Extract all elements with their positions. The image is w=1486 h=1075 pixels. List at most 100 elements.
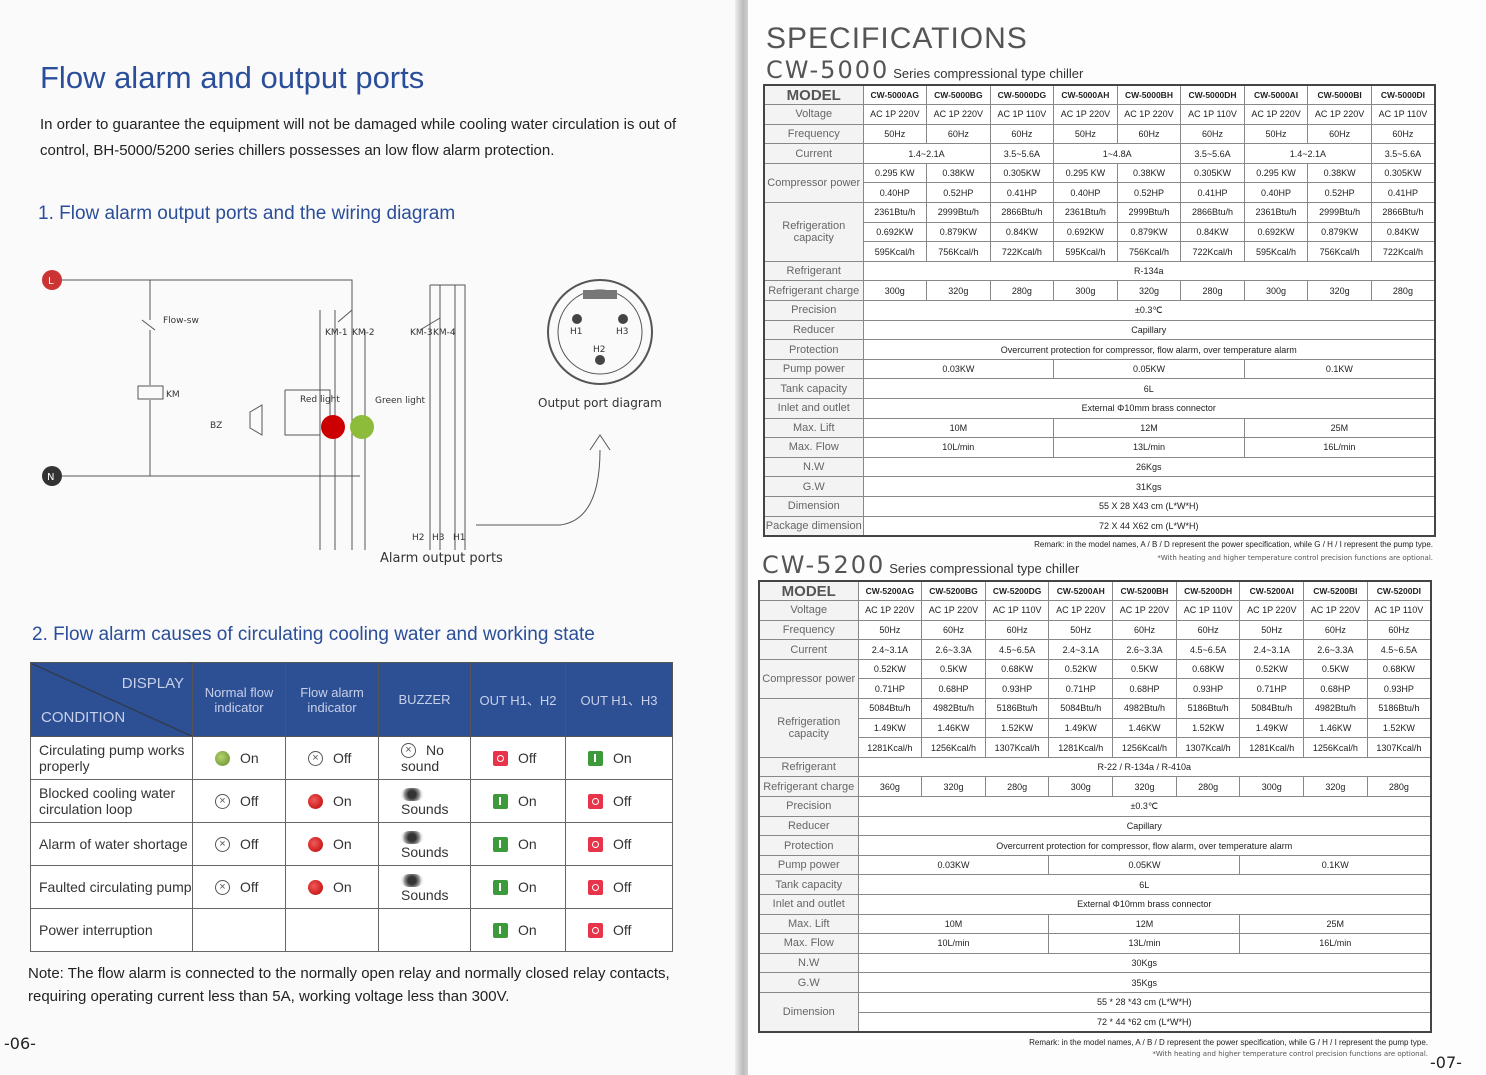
spec-value: 60Hz [1366,619,1432,641]
spec-value: 60Hz [1370,123,1436,145]
spec-value: 0.03KW [862,358,1055,380]
spec-row: Frequency 50Hz 60Hz 60Hz 50Hz 60Hz 60Hz 50Hz 60H… [758,619,1432,641]
spec-value: AC 1P 220V [1239,600,1305,621]
spec-value: Capillary [862,319,1436,341]
spec-row: Package dimension 72 X 44 X62 cm (L*W*H) [763,515,1436,537]
spec-value: 360g [857,776,923,798]
spec-value: 0.68KW [1366,658,1432,680]
diagram-label: H2 [593,345,606,355]
spec-row: Inlet and outlet External Φ10mm brass con… [758,894,1432,915]
left-page: Flow alarm and output ports In order to … [0,0,742,1075]
spec-row: Refrigerant charge 300g 320g 280g 300g 320g 28… [763,280,1436,302]
spec-value: 320g [1303,776,1368,798]
spec-value: 0.40HP [1053,182,1118,204]
state-cell: × No sound [378,736,471,780]
spec-value: 12M [1053,417,1245,439]
spec-value: Overcurrent protection for compressor, f… [862,339,1436,360]
spec-value: 320g [1112,776,1177,798]
spec-value: AC 1P 220V [862,104,928,125]
spec-value: 60Hz [989,123,1055,145]
spec-label: Max. Flow [758,933,859,954]
spec-value: 0.40HP [1243,182,1309,204]
cross-circle-icon: × [215,880,230,896]
out-on-icon [493,837,508,853]
model-header: CW-5000DH [1180,84,1245,106]
spec-label: Tank capacity [758,874,859,895]
state-cell: Sounds [378,779,471,823]
remark-note: *With heating and higher temperature con… [1152,1050,1428,1058]
spec-row: Current 2.4~3.1A 2.6~3.3A 4.5~6.5A 2.4~3.1A 2… [758,639,1432,660]
spec-value: 1256Kcal/h [1112,737,1177,758]
spec-value: 50Hz [1048,619,1114,641]
diagram-label: H3 [432,533,445,543]
empty-cell [285,908,379,952]
state-cell: Sounds [378,865,471,909]
state-cell: On [285,822,379,866]
spec-value: 0.52KW [1048,658,1114,680]
spec-row: G.W 31Kgs [763,476,1436,497]
spec-value: 0.71HP [857,678,923,700]
spec-value: 0.68KW [1175,658,1241,680]
spec-value: 2999Btu/h [1116,202,1182,223]
spec-value: 10L/min [862,437,1055,458]
intro-text: In order to guarantee the equipment will… [40,116,677,159]
diagram-label: Green light [375,396,426,406]
spec-value: 0.879KW [1307,221,1372,243]
spec-label: Compressor power [758,658,859,700]
spec-value: 5084Btu/h [1239,698,1305,719]
spec-value: 4982Btu/h [1112,698,1177,719]
spec-row: Precision ±0.3℃ [758,796,1432,817]
spec-value: 0.305KW [1180,162,1245,184]
spec-value: 60Hz [1112,619,1177,641]
state-cell: Off [565,822,673,866]
spec-value: AC 1P 220V [926,104,991,125]
spec-row: Compressor power 0.52KW 0.5KW 0.68KW 0.52KW 0… [758,658,1432,700]
remark-note: *With heating and higher temperature con… [1157,554,1433,562]
spec-value: 1256Kcal/h [1303,737,1368,758]
spec-row: 0.71HP 0.68HP 0.93HP 0.71HP 0.68HP 0.93HP 0.71… [759,678,1432,700]
spec-value: 0.38KW [926,162,991,184]
col-header: BUZZER [378,662,471,737]
spec-label: Pump power [758,854,859,876]
spec-row: 0.692KW 0.879KW 0.84KW 0.692KW 0.879KW 0.84KW… [764,221,1436,243]
spec-value: 30Kgs [857,952,1432,974]
model-header: CW-5200DG [984,580,1050,602]
spec-row: 1281Kcal/h 1256Kcal/h 1307Kcal/h 1281Kcal/h… [759,737,1432,758]
state-cell: On [470,908,566,952]
spec-value: 595Kcal/h [1053,241,1118,262]
spec-value: AC 1P 110V [1366,600,1432,621]
state-label: Off [518,749,537,766]
state-cell: On [470,822,566,866]
spec-value: 722Kcal/h [1180,241,1245,262]
spec-row: Voltage AC 1P 220V AC 1P 220V AC 1P 110V AC … [758,600,1432,621]
spec-value: External Φ10mm brass connector [857,894,1432,915]
out-on-icon [493,880,508,896]
spec-value: 595Kcal/h [862,241,928,262]
spec-value: 2866Btu/h [1180,202,1245,223]
spec-value: 0.93HP [1175,678,1241,700]
spec-value: AC 1P 220V [1048,600,1114,621]
spec-row: Dimension 55 X 28 X43 cm (L*W*H) [763,495,1436,517]
wiring-diagram: L N Flow-sw KM BZ Red light Green light … [42,270,662,566]
state-cell: On [470,865,566,909]
model-header: CW-5200BG [921,580,986,602]
spec-value: 0.93HP [1366,678,1432,700]
diagram-label: KM [166,390,180,400]
spec-row: Max. Flow 10L/min 13L/min 16L/min [758,933,1432,954]
spec-value: 26Kgs [862,456,1436,478]
spec-value: 3.5~5.6A [1370,143,1436,164]
speaker-icon [401,787,423,801]
spec-label: Max. Flow [763,437,864,458]
spec-value: 2.6~3.3A [1112,639,1177,660]
out-off-icon [588,923,603,939]
spec-value: 0.03KW [857,854,1050,876]
state-label: On [518,792,537,809]
note-text: Note: The flow alarm is connected to the… [28,965,670,1005]
cross-circle-icon: × [308,751,323,767]
spec-row: Refrigerant charge 360g 320g 280g 300g 320g 28… [758,776,1432,798]
spec-value: 12M [1048,913,1241,935]
spec-value: R-22 / R-134a / R-410a [857,756,1432,778]
out-off-icon [588,880,603,896]
state-label: On [333,835,352,852]
spec-value: 35Kgs [857,972,1432,993]
